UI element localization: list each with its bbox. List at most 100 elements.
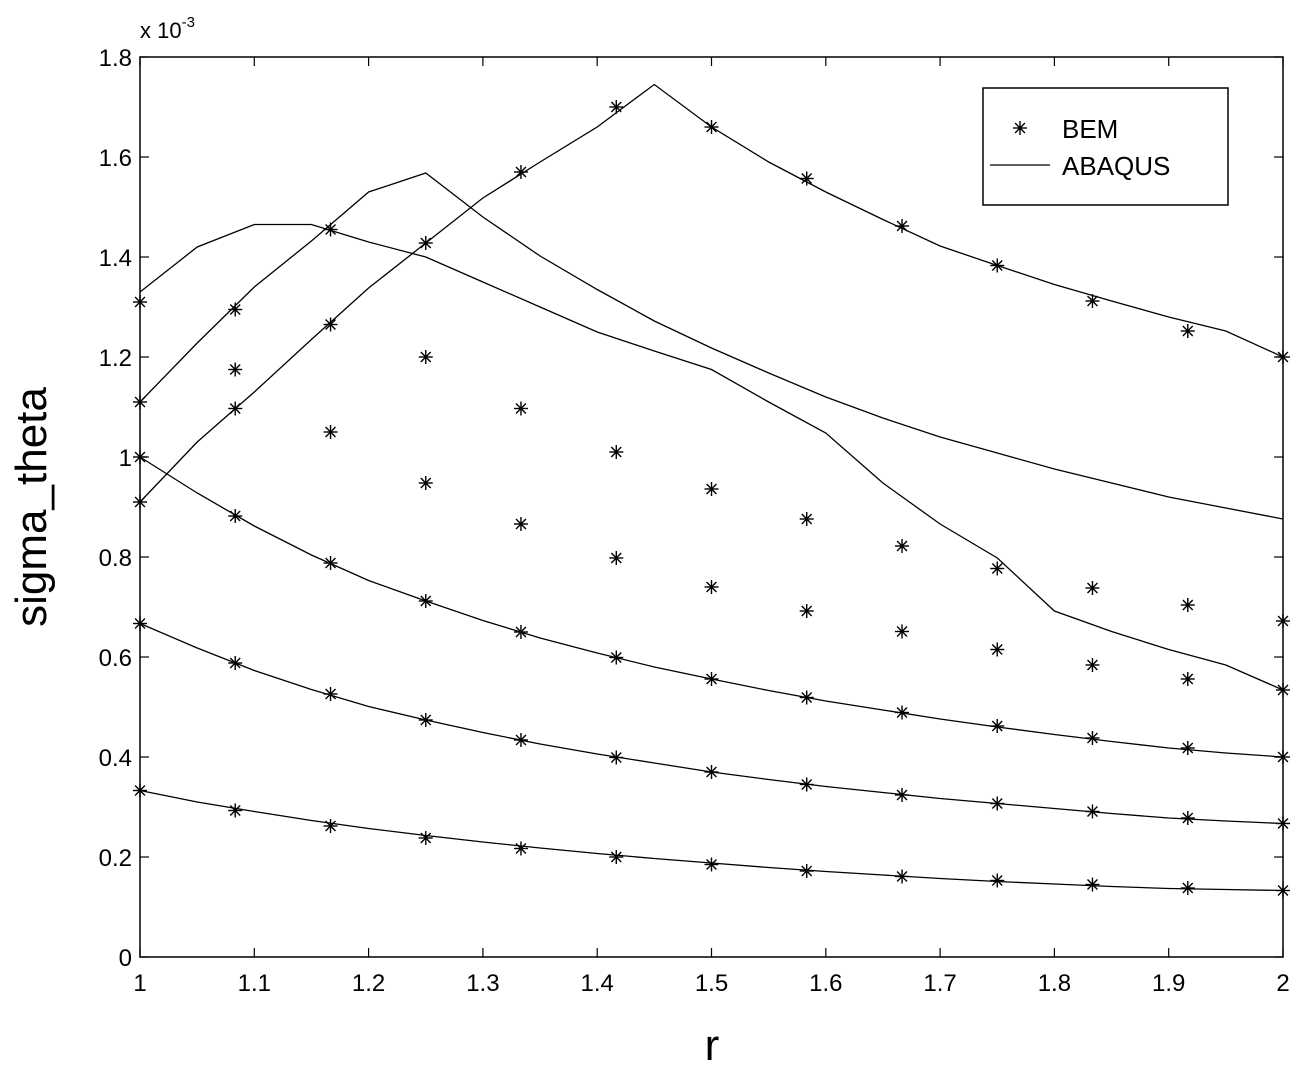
x-axis-title: r: [705, 1021, 720, 1068]
bem-marker: [418, 236, 433, 250]
legend-abaqus-label: ABAQUS: [1062, 151, 1170, 181]
bem-marker: [513, 841, 528, 856]
bem-marker: [990, 796, 1005, 811]
bem-marker: [513, 625, 528, 639]
y-tick-label: 1: [119, 445, 132, 472]
x-tick-label: 1.1: [238, 970, 271, 997]
bem-marker: [609, 650, 624, 665]
bem-marker: [895, 788, 910, 802]
bem-marker: [1180, 881, 1195, 895]
bem-marker: [704, 765, 719, 779]
bem-marker: [609, 100, 624, 114]
bem-marker: [323, 425, 338, 439]
bem-marker: [990, 561, 1005, 576]
y-tick-label: 0.6: [99, 645, 132, 672]
x-tick-label: 1.7: [923, 970, 956, 997]
legend-box: [982, 87, 1229, 206]
bem-marker: [990, 258, 1005, 273]
bem-marker: [799, 864, 814, 878]
y-tick-label: 1.4: [99, 245, 132, 272]
bem-marker: [609, 750, 624, 765]
bem-marker: [1276, 750, 1290, 764]
bem-marker: [990, 719, 1005, 733]
bem-marker: [895, 705, 910, 720]
y-exponent-label: x 10-3: [140, 14, 195, 43]
bem-marker: [418, 713, 433, 727]
bem-marker: [1180, 811, 1195, 825]
legend-bem-label: BEM: [1062, 114, 1118, 144]
bem-marker: [895, 624, 910, 639]
bem-marker: [133, 783, 147, 798]
bem-marker: [1180, 672, 1195, 686]
bem-marker: [323, 222, 338, 237]
bem-markers: [133, 100, 1290, 898]
bem-marker: [1085, 294, 1100, 308]
bem-marker: [513, 165, 528, 179]
bem-marker: [895, 219, 910, 233]
bem-marker: [228, 803, 243, 818]
bem-marker: [799, 171, 814, 186]
bem-marker: [133, 295, 147, 309]
bem-marker: [704, 482, 719, 496]
y-exponent-power: -3: [182, 14, 195, 31]
y-axis-title: sigma_theta: [7, 387, 56, 627]
legend: BEM ABAQUS: [982, 87, 1229, 206]
bem-marker: [228, 509, 243, 523]
bem-marker: [1180, 324, 1195, 338]
bem-marker: [1276, 350, 1290, 364]
y-tick-label: 1.2: [99, 345, 132, 372]
bem-marker: [1085, 804, 1100, 819]
bem-marker: [1085, 581, 1100, 595]
y-tick-label: 0: [119, 945, 132, 972]
y-tick-label: 1.8: [99, 45, 132, 72]
bem-marker: [513, 733, 528, 747]
bem-marker: [799, 512, 814, 526]
y-tick-label: 0.8: [99, 545, 132, 572]
bem-marker: [1180, 598, 1195, 612]
bem-marker: [1085, 658, 1100, 672]
bem-marker: [133, 450, 147, 464]
bem-marker: [418, 476, 433, 490]
bem-marker: [323, 687, 338, 701]
bem-marker: [895, 539, 910, 553]
bem-marker: [133, 616, 147, 631]
bem-marker: [1180, 741, 1195, 755]
y-exponent-base: x 10: [140, 18, 182, 43]
bem-marker: [513, 401, 528, 416]
y-tick-label: 0.4: [99, 745, 132, 772]
bem-marker: [1276, 683, 1290, 697]
bem-marker: [704, 857, 719, 872]
y-tick-label: 1.6: [99, 145, 132, 172]
bem-marker: [228, 401, 243, 416]
bem-marker: [418, 350, 433, 364]
bem-marker: [133, 395, 147, 409]
x-tick-label: 2: [1276, 970, 1289, 997]
bem-marker: [228, 362, 243, 377]
bem-marker: [323, 556, 338, 570]
bem-marker: [704, 120, 719, 134]
bem-marker: [228, 656, 243, 670]
bem-marker: [228, 302, 243, 317]
bem-marker: [704, 672, 719, 686]
x-tick-label: 1.6: [809, 970, 842, 997]
bem-marker: [1085, 877, 1100, 892]
bem-marker: [1276, 614, 1290, 628]
legend-bem-marker: [1013, 121, 1027, 135]
bem-marker: [1276, 816, 1290, 831]
y-tick-label: 0.2: [99, 845, 132, 872]
y-axis: 0 0.2 0.4 0.6 0.8 1 1.2 1.4 1.6 1.8: [99, 45, 1283, 972]
bem-marker: [799, 690, 814, 705]
x-tick-label: 1.2: [352, 970, 385, 997]
bem-marker: [133, 495, 147, 509]
x-tick-label: 1.5: [695, 970, 728, 997]
x-tick-label: 1.8: [1038, 970, 1071, 997]
x-axis: 1 1.1 1.2 1.3 1.4 1.5 1.6 1.7 1.8 1.9 2: [133, 57, 1290, 997]
bem-marker: [704, 580, 719, 594]
x-tick-label: 1: [133, 970, 146, 997]
bem-marker: [799, 777, 814, 792]
x-tick-label: 1.4: [581, 970, 614, 997]
bem-marker: [609, 445, 624, 459]
bem-marker: [609, 551, 624, 565]
bem-marker: [990, 873, 1005, 888]
